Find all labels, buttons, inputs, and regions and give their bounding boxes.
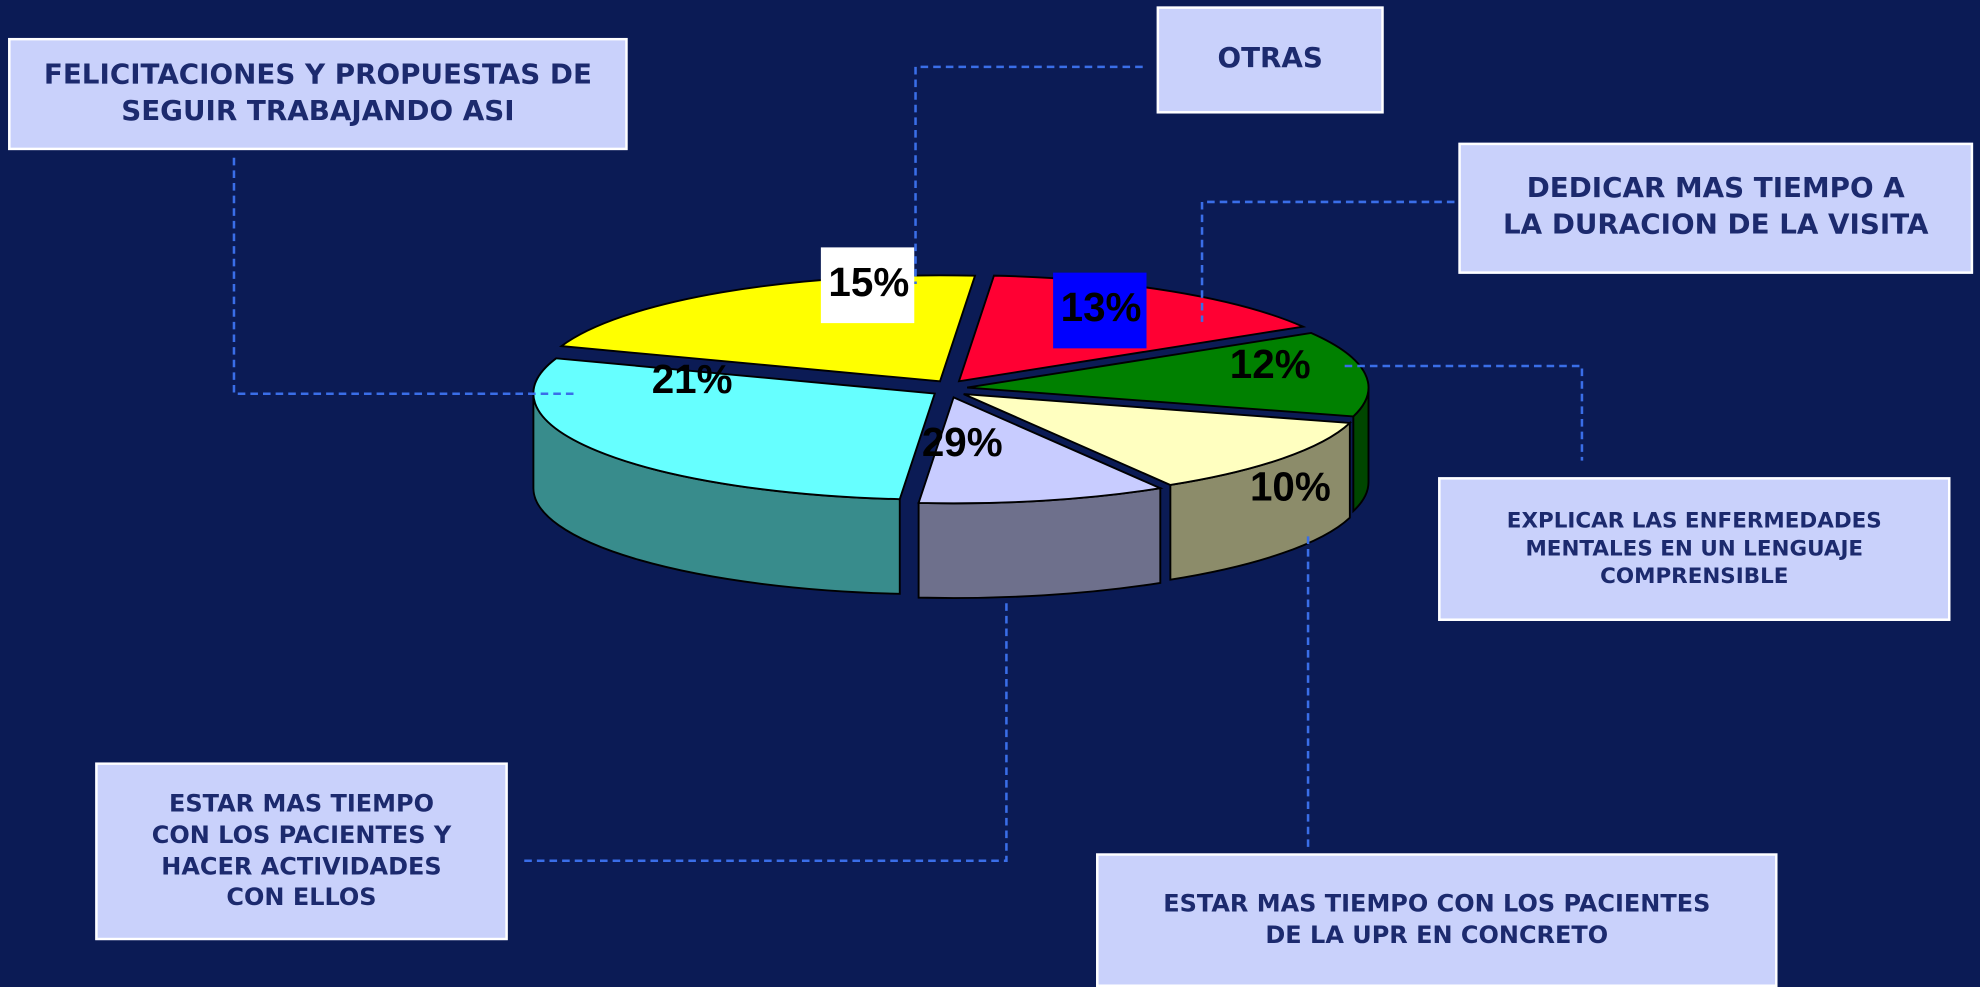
slice bbox=[966, 331, 1370, 418]
slice-side bbox=[917, 487, 1162, 599]
category-label: EXPLICAR LAS ENFERMEDADES MENTALES EN UN… bbox=[1438, 477, 1951, 621]
callout: EXPLICAR LAS ENFERMEDADES MENTALES EN UN… bbox=[1438, 477, 1951, 621]
leader-line bbox=[524, 603, 1008, 863]
value-label: 29% bbox=[922, 419, 1003, 465]
leader-line bbox=[232, 157, 575, 396]
value-label: 12% bbox=[1230, 341, 1311, 387]
value-label: 13% bbox=[1061, 284, 1142, 330]
category-label: FELICITACIONES Y PROPUESTAS DE SEGUIR TR… bbox=[8, 37, 628, 151]
callout: FELICITACIONES Y PROPUESTAS DE SEGUIR TR… bbox=[8, 37, 628, 151]
callout: DEDICAR MAS TIEMPO A LA DURACION DE LA V… bbox=[1458, 142, 1974, 274]
category-label: DEDICAR MAS TIEMPO A LA DURACION DE LA V… bbox=[1458, 142, 1974, 274]
slice bbox=[963, 393, 1353, 486]
slice bbox=[532, 357, 937, 501]
value-label: 21% bbox=[652, 356, 733, 402]
category-label: OTRAS bbox=[1156, 6, 1384, 114]
leader-line bbox=[914, 65, 1143, 284]
category-label: ESTAR MAS TIEMPO CON LOS PACIENTES DE LA… bbox=[1096, 853, 1778, 987]
value-label: 10% bbox=[1250, 463, 1331, 509]
value-label-background bbox=[820, 247, 915, 324]
callout: OTRAS bbox=[1156, 6, 1384, 114]
leader-line bbox=[1344, 364, 1584, 461]
callout: ESTAR MAS TIEMPO CON LOS PACIENTES Y HAC… bbox=[95, 762, 508, 941]
leader-line bbox=[1200, 200, 1455, 322]
category-label: ESTAR MAS TIEMPO CON LOS PACIENTES Y HAC… bbox=[95, 762, 508, 941]
callout: ESTAR MAS TIEMPO CON LOS PACIENTES DE LA… bbox=[1096, 853, 1778, 987]
value-label: 15% bbox=[828, 259, 909, 305]
value-label-background bbox=[1053, 272, 1147, 349]
slice bbox=[917, 396, 1164, 505]
